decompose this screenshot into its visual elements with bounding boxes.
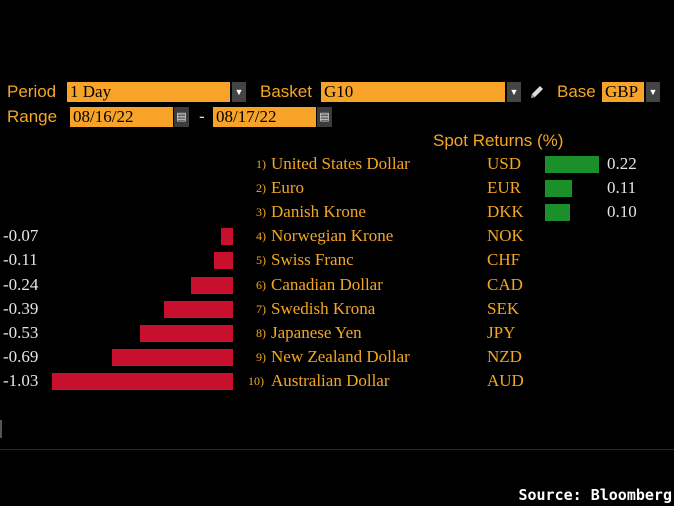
rank-label: 9)	[256, 349, 266, 364]
value-label: -0.24	[3, 274, 39, 294]
value-label: -0.39	[3, 298, 39, 318]
chart-title: Spot Returns (%)	[433, 131, 564, 150]
rank-label: 7)	[256, 301, 266, 316]
rank-label: 4)	[256, 229, 266, 244]
dropdown-arrow-icon[interactable]: ▼	[646, 82, 660, 102]
currency-name[interactable]: United States Dollar	[271, 154, 410, 173]
currency-name[interactable]: Euro	[271, 178, 305, 198]
rank-label: 2)	[256, 181, 266, 196]
currency-code: CAD	[487, 274, 523, 294]
currency-code: NZD	[487, 346, 522, 366]
range-separator: -	[199, 107, 205, 126]
bar-positive	[545, 204, 570, 222]
toolbar: Period 1 Day ▼ Basket G10 ▼ Base GBP ▼ R…	[0, 80, 674, 130]
value-label: -0.07	[3, 226, 39, 246]
currency-name[interactable]: Danish Krone	[271, 202, 366, 222]
currency-name[interactable]: Japanese Yen	[271, 322, 362, 342]
range-label: Range	[7, 107, 58, 126]
dropdown-arrow-icon[interactable]: ▼	[507, 82, 521, 102]
currency-code: JPY	[487, 322, 516, 342]
bar-positive	[545, 180, 572, 198]
scroll-indicator[interactable]	[0, 420, 2, 438]
currency-name[interactable]: Canadian Dollar	[271, 274, 383, 294]
currency-code: AUD	[487, 370, 524, 390]
calendar-icon[interactable]: ▤	[174, 107, 189, 127]
currency-name[interactable]: Australian Dollar	[271, 370, 390, 390]
value-label: 0.10	[607, 202, 637, 222]
currency-name[interactable]: New Zealand Dollar	[271, 346, 410, 366]
rank-label: 6)	[256, 277, 266, 292]
bar-negative	[190, 276, 233, 294]
value-label: -1.03	[3, 370, 39, 390]
bar-negative	[220, 228, 233, 246]
currency-name[interactable]: Swiss Franc	[271, 250, 354, 270]
currency-code: CHF	[487, 250, 521, 270]
divider	[0, 449, 674, 450]
value-label: -0.11	[3, 250, 38, 270]
pencil-icon[interactable]	[527, 82, 547, 102]
range-start-input[interactable]: 08/16/22	[70, 107, 173, 127]
base-label: Base	[557, 82, 596, 101]
currency-code: NOK	[487, 226, 524, 246]
rank-label: 3)	[256, 205, 266, 220]
rank-label: 1)	[256, 157, 266, 171]
dropdown-arrow-icon[interactable]: ▼	[232, 82, 246, 102]
base-select[interactable]: GBP	[602, 82, 644, 102]
currency-code: DKK	[487, 202, 524, 222]
bar-negative	[111, 348, 233, 366]
range-end-input[interactable]: 08/17/22	[213, 107, 316, 127]
period-label: Period	[7, 82, 57, 101]
period-select[interactable]: 1 Day	[67, 82, 230, 102]
rank-label: 10)	[248, 373, 264, 388]
rank-label: 8)	[256, 325, 266, 340]
value-label: 0.11	[607, 178, 637, 198]
currency-code: USD	[487, 154, 522, 173]
calendar-icon[interactable]: ▤	[317, 107, 332, 127]
basket-label: Basket	[260, 82, 312, 101]
bar-negative	[139, 324, 233, 342]
currency-name[interactable]: Norwegian Krone	[271, 226, 394, 246]
bar-positive	[545, 156, 599, 173]
bar-negative	[164, 300, 233, 318]
currency-code: SEK	[487, 298, 520, 318]
currency-name[interactable]: Swedish Krona	[271, 298, 376, 318]
value-label: -0.53	[3, 322, 39, 342]
rank-label: 5)	[256, 253, 266, 268]
source-credit: Source: Bloomberg	[518, 486, 672, 504]
value-label: 0.22	[607, 154, 637, 173]
basket-select[interactable]: G10	[321, 82, 505, 102]
value-label: -0.69	[3, 346, 39, 366]
bar-negative	[213, 252, 233, 270]
currency-code: EUR	[487, 178, 521, 198]
bar-negative	[51, 372, 233, 390]
